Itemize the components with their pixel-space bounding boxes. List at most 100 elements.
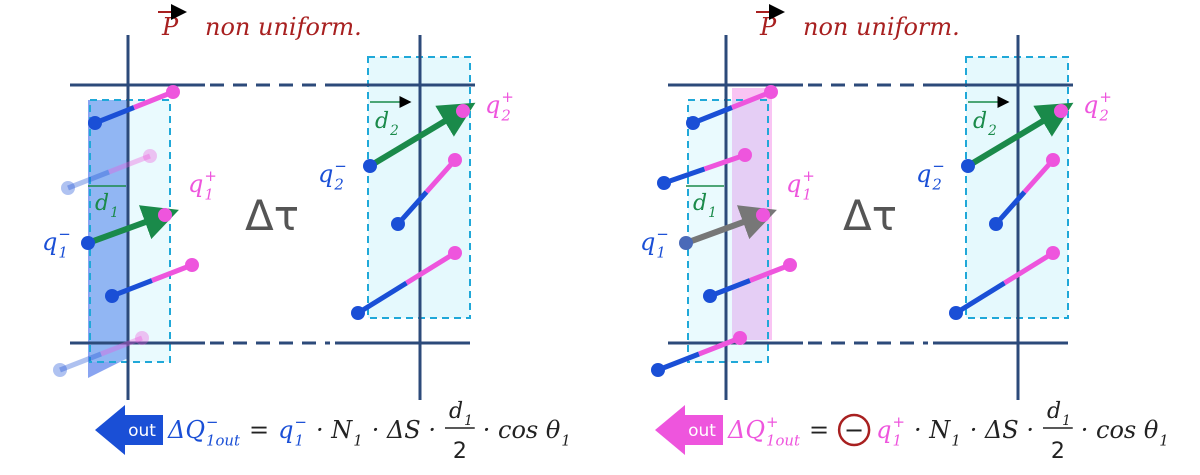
dipole-vector	[966, 102, 1074, 169]
charge-neg	[53, 363, 67, 377]
charge-neg	[81, 236, 95, 250]
vector-label-sub: 1	[708, 205, 717, 221]
title-text: non uniform.	[205, 13, 362, 41]
charge-pos	[143, 149, 157, 163]
charge-pos	[135, 331, 149, 345]
circled-sign: −	[844, 416, 864, 444]
charge-neg	[679, 236, 693, 250]
dipole-pos	[698, 335, 741, 357]
fraction-denominator: 2	[453, 439, 467, 464]
equation-term: · cos θ	[1081, 416, 1159, 444]
equation-term-sup: +	[766, 413, 778, 431]
charge-label-sub: 2	[500, 107, 510, 125]
flux-column	[88, 100, 128, 378]
charge-pos	[448, 153, 462, 167]
equation-term-sup: +	[892, 413, 904, 431]
charge-label: q	[786, 170, 801, 198]
charge-label-sup: +	[501, 88, 513, 106]
charge-label-sup: −	[932, 157, 944, 175]
vector-label-sub: 2	[987, 123, 997, 139]
dipole-pos	[405, 250, 457, 286]
equation-term: · N	[316, 416, 353, 444]
charge-neg	[703, 289, 717, 303]
vector-label: d	[95, 191, 109, 216]
dipole-vector	[684, 205, 777, 246]
charge-pos	[185, 258, 199, 272]
charge-neg	[657, 176, 671, 190]
charge-neg	[363, 159, 377, 173]
dipole-vector	[368, 102, 476, 169]
title-text: non uniform.	[803, 13, 960, 41]
charge-label: q	[318, 160, 333, 188]
charge-neg	[61, 181, 75, 195]
equation-term-sup: −	[294, 413, 306, 431]
equation-term-sub: 1	[353, 432, 362, 450]
equation-term-sub: 1	[951, 432, 960, 450]
charge-neg	[989, 217, 1003, 231]
equation-term: q	[278, 416, 293, 444]
equation-term: · ΔS ·	[372, 416, 436, 444]
charge-label: q	[42, 228, 57, 256]
volume-box	[89, 99, 171, 363]
equation-term-sub: 1	[1159, 432, 1168, 450]
delta-tau: Δτ	[843, 191, 897, 240]
charge-label-sub: 2	[333, 176, 343, 194]
charge-neg	[651, 363, 665, 377]
equation-term-sub: 1out	[206, 432, 240, 450]
charge-pos	[738, 148, 752, 162]
charge-label: q	[1083, 91, 1098, 119]
dipole-neg	[954, 280, 1006, 316]
charge-pos	[1054, 104, 1068, 118]
charge-label: q	[188, 170, 203, 198]
dipole-pos	[1003, 250, 1055, 286]
charge-label-sup: −	[656, 225, 668, 243]
charge-neg	[686, 116, 700, 130]
charge-pos	[1046, 246, 1060, 260]
circled-sign	[837, 413, 871, 447]
dipole-neg	[396, 190, 429, 226]
dipole-neg	[67, 169, 110, 191]
equation-term: =	[249, 416, 269, 444]
charge-neg	[391, 217, 405, 231]
vector-label-sub: 1	[110, 205, 119, 221]
delta-tau: Δτ	[245, 191, 299, 240]
vector-label: d	[375, 109, 389, 134]
charge-label-sub: 2	[1098, 107, 1108, 125]
dipole-neg	[657, 351, 700, 373]
charge-pos	[166, 85, 180, 99]
equation-term: · ΔS ·	[970, 416, 1034, 444]
out-label: out	[688, 421, 716, 441]
dipole-neg	[111, 278, 153, 299]
out-label: out	[128, 421, 156, 441]
volume-box	[687, 99, 769, 363]
dipole-pos	[424, 158, 457, 194]
panel	[53, 35, 476, 400]
charge-label-sub: 1	[656, 244, 665, 262]
equation-term: · cos θ	[483, 416, 561, 444]
dipole-pos	[108, 153, 151, 175]
charge-pos	[756, 208, 770, 222]
charge-label-sup: +	[204, 167, 216, 185]
title-vector: P	[161, 13, 179, 41]
out-arrow	[655, 405, 723, 455]
charge-neg	[949, 306, 963, 320]
charge-pos	[733, 331, 747, 345]
vector-label-sub: 2	[389, 123, 399, 139]
charge-neg	[961, 159, 975, 173]
equation-term: ΔQ	[727, 416, 765, 444]
dipole-pos	[703, 152, 746, 172]
out-arrow	[95, 405, 163, 455]
dipole-vector	[86, 205, 179, 246]
dipole-neg	[994, 190, 1027, 226]
charge-pos	[1046, 153, 1060, 167]
charge-label-sub: 1	[204, 186, 213, 204]
dipole-pos	[151, 262, 193, 283]
equation-term: ΔQ	[167, 416, 205, 444]
equation-term-sup: −	[206, 413, 218, 431]
vector-label: d	[693, 191, 707, 216]
charge-pos	[764, 85, 778, 99]
equation-term: =	[809, 416, 829, 444]
charge-pos	[448, 246, 462, 260]
dipole-neg	[709, 278, 751, 299]
